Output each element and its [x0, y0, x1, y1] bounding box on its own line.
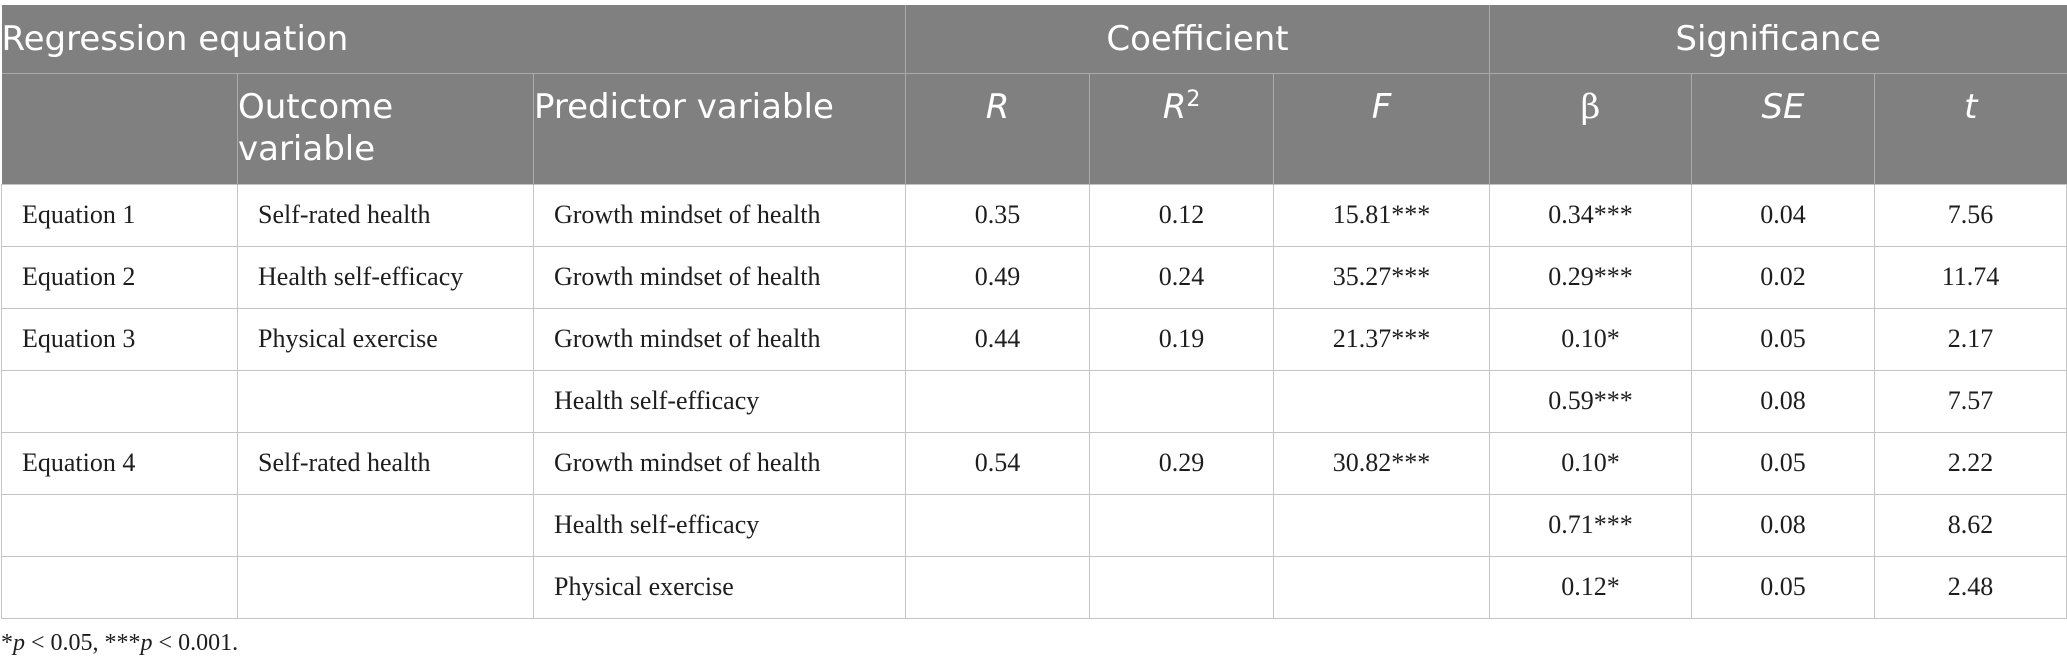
header-significance: Significance [1489, 5, 2067, 74]
group-header-row: Regression equation Coefficient Signific… [1, 5, 2067, 74]
cell-predictor: Growth mindset of health [533, 245, 906, 309]
cell-r-squared: 0.29 [1089, 431, 1274, 495]
header-t: t [1874, 73, 2067, 184]
table-row: Equation 4 Self-rated health Growth mindse… [1, 431, 2067, 495]
cell-outcome [237, 555, 534, 619]
cell-f: 35.27*** [1273, 245, 1490, 309]
cell-predictor: Growth mindset of health [533, 307, 906, 371]
table-body: Equation 1 Self-rated health Growth mindse… [1, 183, 2067, 619]
cell-outcome: Self-rated health [237, 431, 534, 495]
table-row: Equation 1 Self-rated health Growth mindse… [1, 183, 2067, 247]
header-r2-base: R [1162, 86, 1187, 127]
cell-f [1273, 369, 1490, 433]
cell-f [1273, 493, 1490, 557]
cell-r: 0.54 [905, 431, 1090, 495]
header-outcome-line2: variable [238, 128, 376, 169]
cell-se: 0.02 [1691, 245, 1875, 309]
cell-r-squared: 0.19 [1089, 307, 1274, 371]
cell-t: 2.48 [1873, 555, 2067, 619]
cell-t: 2.22 [1873, 431, 2067, 495]
cell-r-squared [1089, 369, 1274, 433]
cell-r-squared [1089, 493, 1274, 557]
cell-r [905, 493, 1090, 557]
cell-t: 7.56 [1873, 183, 2067, 247]
cell-equation [1, 493, 238, 557]
footnote-text2: < 0.001. [152, 630, 239, 656]
header-coefficient: Coefficient [905, 5, 1490, 74]
cell-equation: Equation 4 [1, 431, 238, 495]
cell-beta: 0.29*** [1489, 245, 1692, 309]
cell-r-squared: 0.24 [1089, 245, 1274, 309]
cell-t: 11.74 [1873, 245, 2067, 309]
header-r: R [905, 73, 1090, 184]
header-outcome-variable: Outcome variable [237, 73, 534, 184]
header-beta: β [1489, 73, 1692, 184]
cell-outcome [237, 493, 534, 557]
header-outcome-line1: Outcome [238, 86, 394, 127]
cell-r-squared: 0.12 [1089, 183, 1274, 247]
cell-se: 0.08 [1691, 493, 1875, 557]
cell-beta: 0.34*** [1489, 183, 1692, 247]
header-r2-sup: 2 [1186, 86, 1201, 112]
table-footnote: *p < 0.05, ***p < 0.001. [1, 630, 238, 657]
header-f: F [1273, 73, 1490, 184]
header-se: SE [1691, 73, 1875, 184]
cell-t: 8.62 [1873, 493, 2067, 557]
cell-predictor: Health self-efficacy [533, 369, 906, 433]
header-regression-equation: Regression equation [1, 5, 906, 74]
cell-equation [1, 369, 238, 433]
cell-beta: 0.10* [1489, 431, 1692, 495]
cell-t: 7.57 [1873, 369, 2067, 433]
cell-outcome: Health self-efficacy [237, 245, 534, 309]
cell-f: 21.37*** [1273, 307, 1490, 371]
table-row: Health self-efficacy 0.71*** 0.08 8.62 [1, 493, 2067, 557]
cell-f: 15.81*** [1273, 183, 1490, 247]
cell-r: 0.49 [905, 245, 1090, 309]
cell-r: 0.35 [905, 183, 1090, 247]
cell-t: 2.17 [1873, 307, 2067, 371]
cell-r [905, 369, 1090, 433]
column-header-row: Outcome variable Predictor variable R R2 … [1, 73, 2067, 184]
header-equation [1, 73, 238, 184]
cell-predictor: Growth mindset of health [533, 431, 906, 495]
cell-se: 0.08 [1691, 369, 1875, 433]
table-row: Equation 3 Physical exercise Growth mindse… [1, 307, 2067, 371]
table-row: Health self-efficacy 0.59*** 0.08 7.57 [1, 369, 2067, 433]
cell-se: 0.05 [1691, 555, 1875, 619]
cell-r [905, 555, 1090, 619]
regression-table: Regression equation Coefficient Signific… [1, 5, 2067, 619]
footnote-p1: p [13, 630, 25, 656]
cell-predictor: Growth mindset of health [533, 183, 906, 247]
cell-se: 0.04 [1691, 183, 1875, 247]
table-row: Equation 2 Health self-efficacy Growth min… [1, 245, 2067, 309]
cell-predictor: Health self-efficacy [533, 493, 906, 557]
cell-predictor: Physical exercise [533, 555, 906, 619]
cell-f: 30.82*** [1273, 431, 1490, 495]
header-predictor-variable: Predictor variable [533, 73, 906, 184]
footnote-star: * [1, 630, 13, 656]
footnote-text1: < 0.05, *** [25, 630, 141, 656]
header-r-squared: R2 [1089, 73, 1274, 184]
cell-beta: 0.59*** [1489, 369, 1692, 433]
cell-equation: Equation 3 [1, 307, 238, 371]
cell-r: 0.44 [905, 307, 1090, 371]
cell-equation: Equation 1 [1, 183, 238, 247]
cell-r-squared [1089, 555, 1274, 619]
cell-outcome: Physical exercise [237, 307, 534, 371]
cell-equation: Equation 2 [1, 245, 238, 309]
cell-se: 0.05 [1691, 307, 1875, 371]
cell-beta: 0.71*** [1489, 493, 1692, 557]
cell-beta: 0.10* [1489, 307, 1692, 371]
cell-se: 0.05 [1691, 431, 1875, 495]
cell-equation [1, 555, 238, 619]
footnote-p2: p [140, 630, 153, 656]
cell-outcome: Self-rated health [237, 183, 534, 247]
cell-f [1273, 555, 1490, 619]
cell-beta: 0.12* [1489, 555, 1692, 619]
cell-outcome [237, 369, 534, 433]
table-row: Physical exercise 0.12* 0.05 2.48 [1, 555, 2067, 619]
